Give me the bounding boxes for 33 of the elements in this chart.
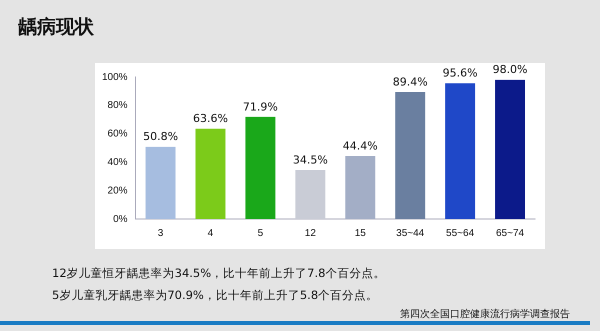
y-tick-label: 80% — [108, 100, 128, 112]
x-tick-label: 5 — [258, 228, 264, 239]
x-tick-label: 3 — [158, 228, 164, 239]
data-label: 50.8% — [143, 130, 178, 144]
x-tick-label: 65~74 — [496, 228, 525, 239]
data-label: 63.6% — [192, 112, 228, 126]
text: 12岁儿童恒牙龋患率为34.5%，比十年前上升了7.8个百分点。 — [52, 266, 386, 281]
text: 5岁儿童乳牙龋患率为70.9%，比十年前上升了5.8个百分点。 — [52, 288, 378, 303]
data-label: 89.4% — [392, 75, 428, 88]
bar — [146, 146, 176, 219]
bar — [245, 116, 276, 219]
data-label: 95.6% — [442, 66, 478, 80]
y-tick-label: 100% — [102, 72, 128, 83]
x-tick-label: 55~64 — [446, 228, 475, 239]
bar — [295, 170, 326, 219]
x-tick-label: 35~44 — [396, 228, 425, 239]
x-tick-label: 12 — [304, 228, 316, 239]
data-label: 71.9% — [242, 100, 278, 114]
text: 第四次全国口腔健康流行病学调查报告 — [400, 308, 570, 321]
x-tick-label: 15 — [354, 228, 366, 239]
y-tick-label: 0% — [113, 214, 128, 225]
y-tick-label: 40% — [108, 156, 128, 168]
bar — [495, 80, 526, 219]
x-tick-label: 4 — [208, 228, 214, 239]
bar — [445, 83, 476, 219]
bar — [395, 92, 426, 219]
data-label: 44.4% — [342, 139, 378, 152]
chart-title: 龋病现状 — [18, 15, 94, 40]
bar — [195, 128, 226, 219]
data-label: 34.5% — [292, 153, 328, 166]
y-tick-label: 20% — [108, 185, 128, 196]
data-label: 98.0% — [492, 63, 528, 76]
y-tick-label: 60% — [108, 128, 128, 140]
